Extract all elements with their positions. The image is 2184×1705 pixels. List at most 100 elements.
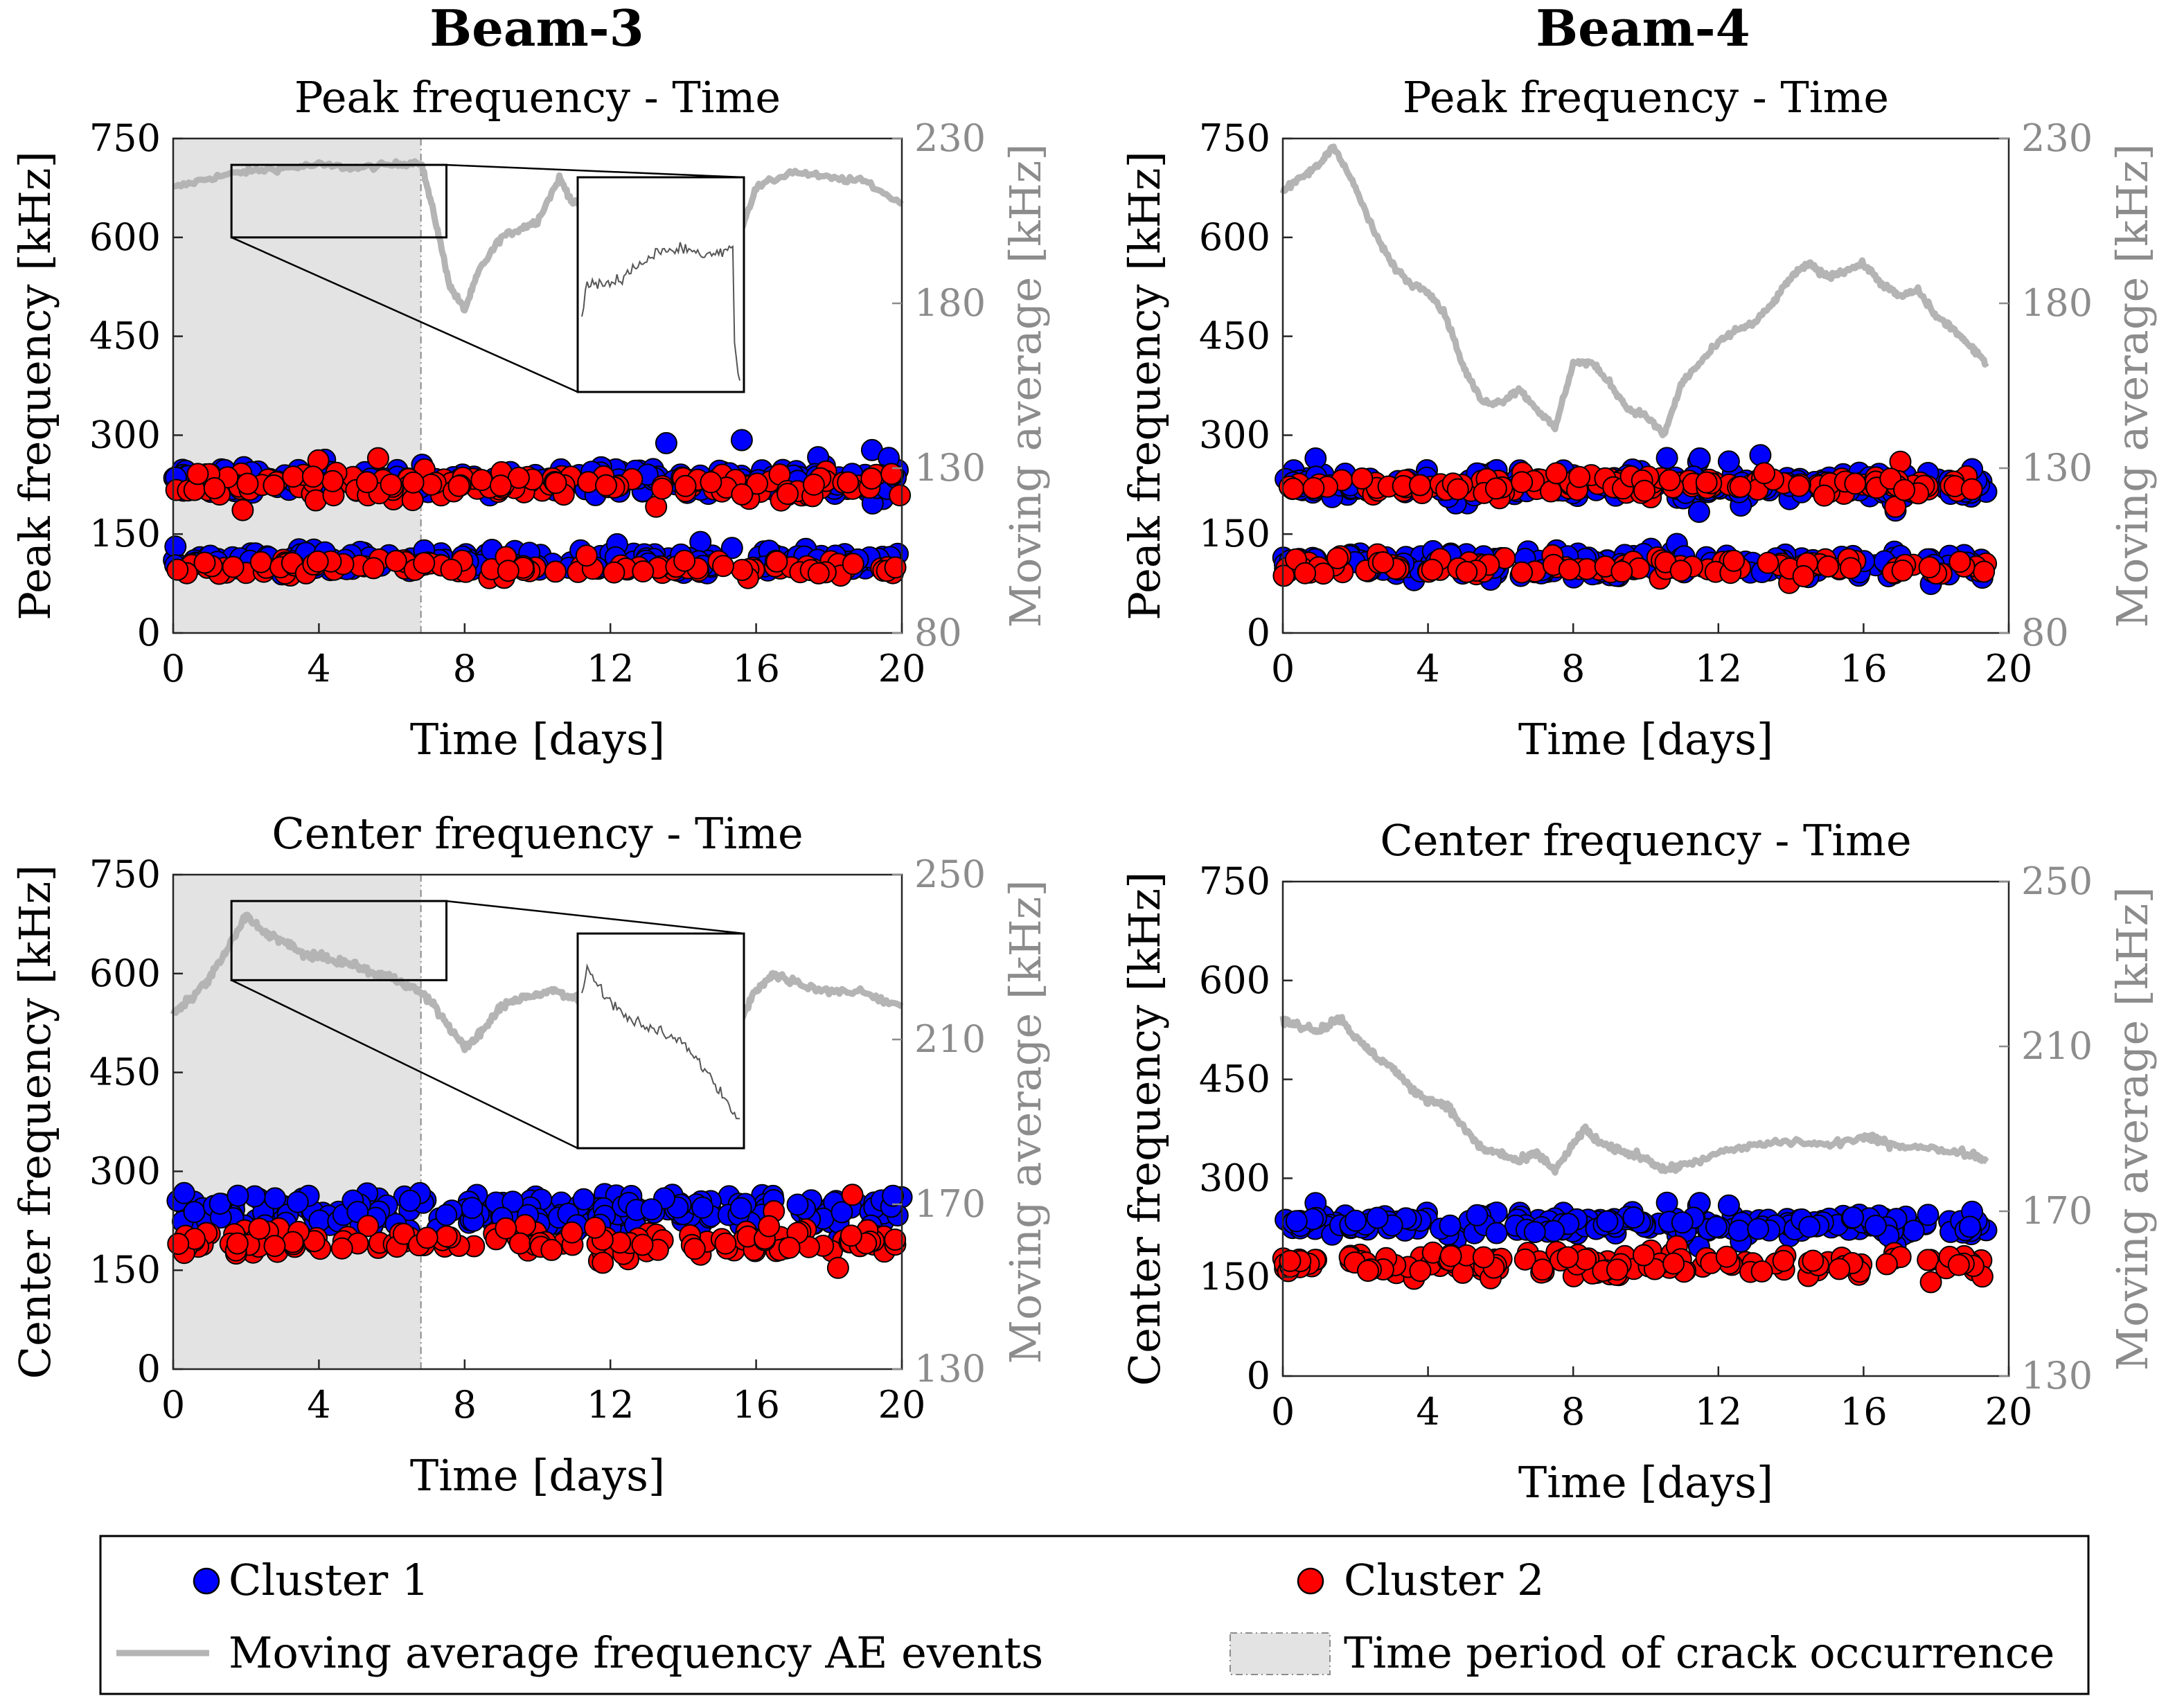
cluster2-point: [231, 499, 254, 521]
x-tick-label: 20: [1985, 1390, 2033, 1434]
cluster2-point: [1947, 1253, 1970, 1276]
cluster2-point: [603, 561, 625, 584]
cluster2-point: [1610, 560, 1633, 583]
y-tick-label: 750: [1199, 859, 1270, 903]
cluster2-point: [1695, 471, 1718, 494]
cluster2-point: [301, 465, 324, 488]
cluster2-point: [166, 558, 189, 581]
y-tick-label: 600: [89, 952, 161, 995]
cluster2-point: [1439, 1244, 1462, 1267]
zoom-connector: [446, 900, 745, 935]
y-axis-label: Peak frequency [kHz]: [10, 151, 60, 621]
x-tick-label: 8: [453, 1383, 477, 1427]
axes-box: [1281, 880, 2010, 1377]
cluster2-point: [236, 472, 259, 495]
y2-tick-label: 130: [914, 1347, 986, 1391]
x-tick-label: 4: [1416, 647, 1439, 690]
cluster2-point: [884, 1229, 907, 1251]
cluster2-point: [1788, 474, 1811, 497]
cluster2-point: [186, 463, 209, 485]
cluster2-point: [1918, 556, 1941, 579]
cluster2-point: [700, 471, 722, 494]
cluster2-point: [1633, 479, 1655, 502]
cluster2-point: [584, 1216, 606, 1239]
y-tick-label: 0: [1247, 611, 1270, 654]
y-tick-label: 150: [89, 512, 161, 555]
cluster2-point: [355, 471, 378, 494]
legend-cluster1-marker: [193, 1567, 220, 1595]
x-tick-label: 12: [1694, 1390, 1742, 1434]
zoom-region-box: [230, 163, 447, 239]
y2-tick-label: 80: [914, 611, 962, 654]
cluster1-point: [691, 1196, 714, 1219]
cluster2-point: [1844, 472, 1867, 495]
cluster1-point: [1671, 1211, 1694, 1234]
cluster2-point: [544, 560, 567, 583]
y-tick-label: 600: [89, 215, 161, 259]
cluster2-point: [1917, 1249, 1939, 1271]
cluster1-point: [1466, 1204, 1489, 1226]
zoom-connector: [446, 163, 745, 179]
cluster2-point: [560, 1221, 583, 1244]
x-axis-label: Time [days]: [1518, 1457, 1773, 1508]
inset-box: [576, 176, 745, 393]
cluster2-point: [1326, 547, 1349, 569]
x-axis-label: Time [days]: [1518, 714, 1773, 765]
y-tick-label: 0: [1247, 1354, 1270, 1398]
legend-crack-swatch: [1229, 1632, 1331, 1675]
x-tick-label: 0: [1271, 647, 1295, 690]
cluster2-point: [1948, 551, 1971, 573]
cluster2-point: [366, 447, 389, 470]
y2-tick-label: 170: [914, 1182, 986, 1226]
cluster2-point: [595, 474, 617, 497]
cluster2-point: [1839, 557, 1862, 580]
cluster2-point: [1511, 471, 1534, 494]
cluster2-point: [575, 544, 598, 567]
axes-box: [172, 873, 903, 1371]
cluster1-point: [655, 431, 677, 454]
cluster2-point: [1294, 562, 1317, 584]
cluster2-point: [203, 477, 226, 499]
cluster1-point: [1543, 1220, 1565, 1242]
y2-tick-label: 130: [2021, 446, 2093, 490]
cluster1-point: [1747, 1217, 1770, 1240]
legend-cluster1-label: Cluster 1: [229, 1555, 429, 1605]
panel-title: Peak frequency - Time: [1403, 72, 1889, 123]
x-tick-label: 0: [1271, 1390, 1295, 1434]
y2-tick-label: 250: [914, 852, 986, 896]
beam3-center-frequency-panel: 0 4 8 12 16 20 0 150 300 450 600 750 130 170 210 250 Cen…: [10, 808, 1051, 1501]
cluster1-point: [1749, 444, 1772, 467]
cluster2-point: [413, 552, 436, 575]
axes-box: [1281, 137, 2010, 634]
y2-tick-label: 130: [2021, 1354, 2093, 1398]
y2-tick-label: 210: [914, 1017, 986, 1061]
panel-title: Peak frequency - Time: [294, 72, 781, 123]
legend-cluster2-label: Cluster 2: [1344, 1555, 1544, 1605]
x-tick-label: 4: [307, 647, 330, 690]
cluster2-point: [1632, 1244, 1655, 1267]
cluster1-point: [1366, 1206, 1389, 1229]
cluster1-point: [720, 537, 743, 560]
cluster1-point: [1842, 1206, 1865, 1229]
cluster2-point: [1371, 551, 1394, 573]
y-tick-label: 0: [137, 611, 161, 654]
x-axis-label: Time [days]: [410, 714, 665, 765]
cluster2-point: [1792, 565, 1815, 587]
y-axis-label: Center frequency [kHz]: [1119, 872, 1170, 1386]
cluster2-point: [1772, 1249, 1795, 1272]
legend-moving-average-label: Moving average frequency AE events: [229, 1627, 1043, 1678]
cluster2-point: [1357, 1260, 1379, 1282]
y2-tick-label: 230: [914, 116, 986, 160]
cluster2-point: [731, 559, 754, 581]
y2-tick-label: 180: [914, 281, 986, 325]
cluster2-point: [731, 483, 754, 506]
cluster2-point: [281, 1231, 304, 1253]
y2-axis-label: Moving average [kHz]: [2107, 886, 2158, 1371]
cluster2-point: [1723, 549, 1745, 572]
cluster2-point: [1455, 560, 1478, 583]
legend: Cluster 1 Cluster 2 Moving average frequ…: [99, 1535, 2090, 1695]
cluster2-point: [306, 550, 329, 573]
cluster1-point: [1687, 501, 1710, 524]
cluster2-point: [1753, 462, 1775, 485]
cluster2-point: [1511, 561, 1533, 584]
